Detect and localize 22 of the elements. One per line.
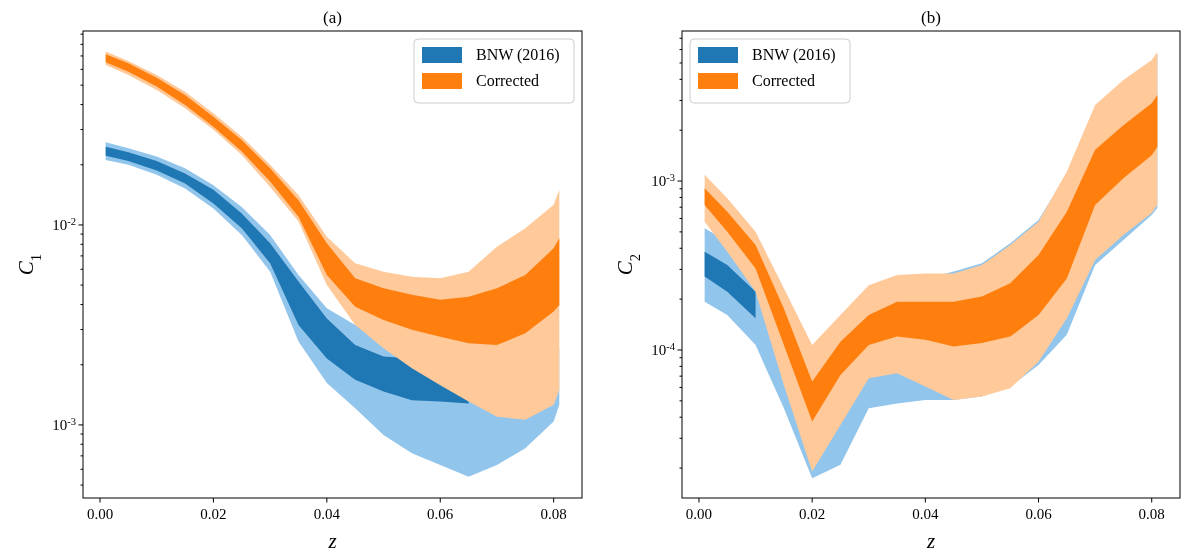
chart-title: (b) xyxy=(921,8,941,27)
x-tick-label: 0.02 xyxy=(200,506,227,522)
y-tick-label: 10$^{-2}$ xyxy=(52,215,76,234)
y-tick-label: 10$^{-4}$ xyxy=(651,340,676,359)
x-tick-label: 0.04 xyxy=(313,506,341,522)
x-tick-label: 0.08 xyxy=(540,506,567,522)
x-tick-label: 0.02 xyxy=(799,506,826,522)
x-axis-title: z xyxy=(327,529,337,553)
x-tick-label: 0.06 xyxy=(427,506,454,522)
x-tick-label: 0.06 xyxy=(1025,506,1053,522)
x-tick-label: 0.00 xyxy=(685,506,713,522)
x-axis-title: z xyxy=(925,529,936,553)
legend-label: Corrected xyxy=(752,72,816,89)
legend-label: Corrected xyxy=(476,72,540,89)
x-tick-label: 0.04 xyxy=(912,506,939,522)
chart-title: (a) xyxy=(323,8,342,27)
x-tick-label: 0.08 xyxy=(1138,506,1165,522)
legend-label: BNW (2016) xyxy=(476,46,560,64)
y-tick-label: 10$^{-3}$ xyxy=(52,415,76,434)
y-tick-label: 10$^{-3}$ xyxy=(651,171,675,190)
legend-label: BNW (2016) xyxy=(752,46,836,64)
x-tick-label: 0.00 xyxy=(86,506,114,522)
